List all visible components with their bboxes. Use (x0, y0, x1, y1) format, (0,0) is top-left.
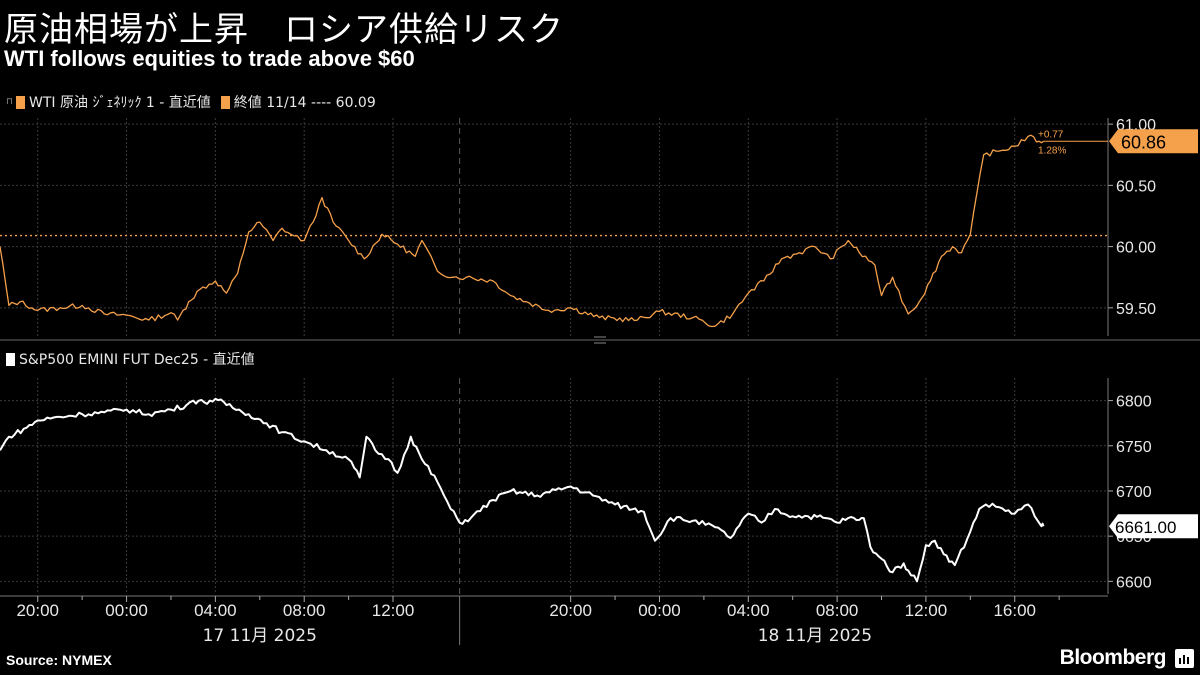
x-tick-label: 08:00 (283, 601, 326, 620)
y-tick-label-wti: 60.00 (1116, 240, 1156, 257)
x-tick-label: 00:00 (105, 601, 148, 620)
x-tick-label: 04:00 (727, 601, 770, 620)
legend-swatch-sp500 (6, 352, 15, 366)
chart-subtitle: WTI follows equities to trade above $60 (4, 46, 415, 71)
legend-label-close: 終値 11/14 ---- 60.09 (233, 95, 376, 111)
legend-swatch-close (220, 95, 230, 109)
change-label: +0.77 (1038, 129, 1064, 140)
legend-swatch-wti (16, 95, 26, 109)
legend-bottom: S&P500 EMINI FUT Dec25 - 直近値 (6, 349, 255, 369)
y-tick-label-sp500: 6750 (1116, 439, 1152, 456)
legend-label-sp500: S&P500 EMINI FUT Dec25 - 直近値 (19, 352, 255, 368)
last-value-label-sp500: 6661.00 (1115, 518, 1176, 537)
series-line-wti (0, 134, 1044, 328)
last-value-tag-wti (1109, 129, 1198, 154)
y-tick-label-wti: 59.50 (1116, 301, 1156, 318)
chart-title: 原油相場が上昇 ロシア供給リスク (4, 10, 564, 50)
y-tick-label-sp500: 6700 (1116, 484, 1152, 501)
brand-logo: Bloomberg (1059, 646, 1167, 669)
change-pct-label: 1.28% (1038, 145, 1066, 156)
x-tick-label: 12:00 (372, 601, 415, 620)
x-date-label: 18 11月 2025 (758, 626, 872, 646)
pin-icon: ⊓ (6, 97, 14, 107)
legend-top: ⊓ WTI 原油 ｼﾞｪﾈﾘｯｸ 1 - 直近値 終値 11/14 ---- 6… (6, 92, 376, 112)
bloomberg-terminal-icon (1175, 649, 1194, 668)
series-line-sp500 (0, 397, 1045, 583)
x-tick-label: 20:00 (549, 601, 592, 620)
x-tick-label: 16:00 (993, 601, 1036, 620)
y-tick-label-sp500: 6600 (1116, 574, 1152, 591)
legend-label-wti: WTI 原油 ｼﾞｪﾈﾘｯｸ 1 - 直近値 (29, 95, 211, 111)
y-tick-label-wti: 60.50 (1116, 178, 1156, 195)
x-tick-label: 04:00 (194, 601, 237, 620)
x-tick-label: 12:00 (905, 601, 948, 620)
x-tick-label: 20:00 (16, 601, 59, 620)
source-note: Source: NYMEX (6, 652, 112, 668)
x-tick-label: 00:00 (638, 601, 681, 620)
x-tick-label: 08:00 (816, 601, 859, 620)
x-date-label: 17 11月 2025 (203, 626, 317, 646)
last-value-label-wti: 60.86 (1121, 132, 1166, 152)
y-tick-label-sp500: 6800 (1116, 394, 1152, 411)
last-value-tag-sp500 (1109, 514, 1198, 539)
